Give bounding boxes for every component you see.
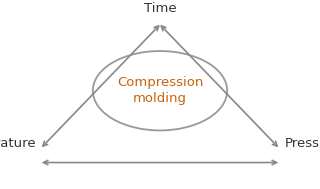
Text: Compression
molding: Compression molding [117,76,203,105]
Text: Temperature: Temperature [0,137,35,150]
Text: Pressure: Pressure [285,137,320,150]
Text: Time: Time [144,2,176,15]
